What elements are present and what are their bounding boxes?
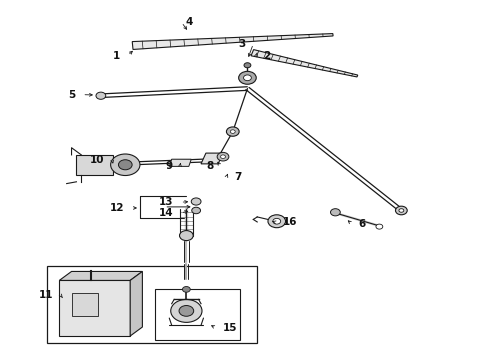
Circle shape xyxy=(273,219,281,224)
Circle shape xyxy=(111,154,140,176)
Circle shape xyxy=(96,92,106,99)
Text: 3: 3 xyxy=(239,39,246,49)
Text: 4: 4 xyxy=(185,17,193,27)
Text: 10: 10 xyxy=(90,154,105,165)
Text: 7: 7 xyxy=(234,172,241,182)
Circle shape xyxy=(376,224,383,229)
Circle shape xyxy=(244,63,251,68)
Polygon shape xyxy=(251,50,358,77)
Text: 5: 5 xyxy=(68,90,75,100)
Circle shape xyxy=(399,209,404,212)
Circle shape xyxy=(192,207,200,214)
Polygon shape xyxy=(201,153,223,164)
Circle shape xyxy=(230,130,235,134)
Text: 14: 14 xyxy=(159,208,173,218)
Circle shape xyxy=(179,306,194,316)
Bar xyxy=(59,280,130,336)
Circle shape xyxy=(179,230,193,240)
Text: 8: 8 xyxy=(206,161,213,171)
Circle shape xyxy=(226,127,239,136)
Text: 15: 15 xyxy=(223,323,238,333)
Circle shape xyxy=(217,152,229,161)
Circle shape xyxy=(331,209,340,216)
Text: 11: 11 xyxy=(39,291,53,301)
Polygon shape xyxy=(59,271,143,280)
Polygon shape xyxy=(130,271,143,336)
Text: 12: 12 xyxy=(109,203,124,213)
Text: 2: 2 xyxy=(264,50,271,60)
Polygon shape xyxy=(132,33,333,49)
Circle shape xyxy=(171,300,202,322)
Circle shape xyxy=(395,206,407,215)
Bar xyxy=(72,293,98,316)
Bar xyxy=(155,289,240,339)
Circle shape xyxy=(239,71,256,84)
Text: 13: 13 xyxy=(159,197,173,207)
Polygon shape xyxy=(169,159,191,166)
Circle shape xyxy=(268,215,286,228)
Text: 16: 16 xyxy=(283,217,297,227)
Text: 6: 6 xyxy=(359,219,366,229)
Circle shape xyxy=(119,160,132,170)
Circle shape xyxy=(191,198,201,205)
Circle shape xyxy=(182,287,190,292)
Bar xyxy=(47,266,257,343)
Text: 1: 1 xyxy=(113,50,121,60)
Circle shape xyxy=(244,75,251,81)
Bar xyxy=(76,155,113,175)
Text: 9: 9 xyxy=(166,161,172,171)
Circle shape xyxy=(220,155,225,158)
